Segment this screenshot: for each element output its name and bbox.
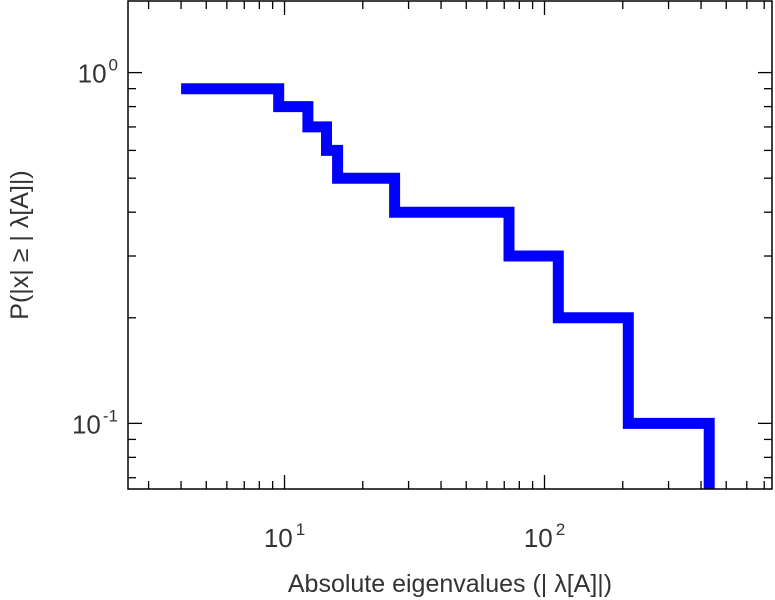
x-tick-label: 10 1 [264, 520, 305, 553]
y-axis-title: P(|x| ≥ | λ[A]|) [6, 170, 34, 319]
major-ticks [128, 1, 772, 489]
x-axis-title: Absolute eigenvalues (| λ[A]|) [288, 570, 612, 598]
y-tick-label: 10 0 [78, 56, 118, 89]
minor-ticks [128, 1, 772, 489]
tick-labels: 10 1 10 2 10 0 10 -1 [72, 56, 565, 553]
series-layer [181, 83, 715, 489]
x-tick-label: 10 2 [524, 520, 565, 553]
plot-frame [127, 0, 773, 490]
y-tick-label: 10 -1 [72, 406, 118, 439]
series-line-1 [181, 83, 715, 489]
